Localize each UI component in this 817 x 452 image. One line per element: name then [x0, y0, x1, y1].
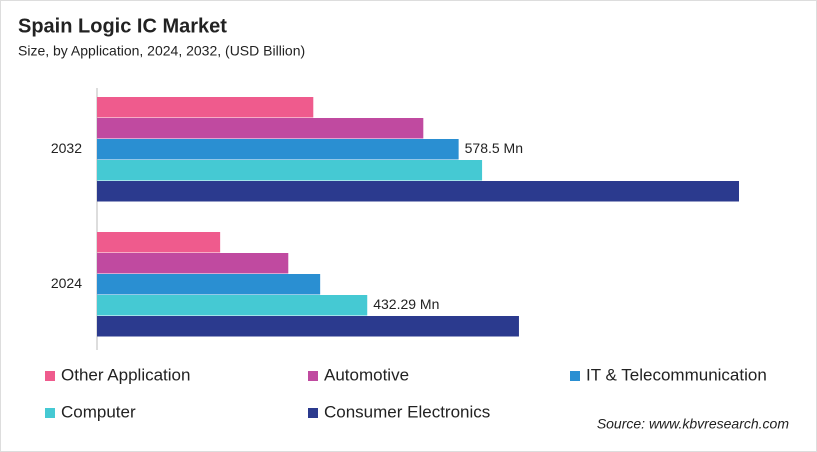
bar	[97, 253, 289, 274]
bar	[97, 295, 368, 316]
legend-label: Consumer Electronics	[324, 402, 490, 421]
legend-swatch	[308, 371, 318, 381]
data-label: 432.29 Mn	[373, 296, 439, 312]
legend-label: Other Application	[61, 365, 190, 384]
data-label: 578.5 Mn	[465, 140, 523, 156]
legend-swatch	[570, 371, 580, 381]
bar	[97, 118, 424, 139]
legend-label: Automotive	[324, 365, 409, 384]
legend-swatch	[45, 371, 55, 381]
y-tick-label: 2032	[51, 140, 82, 156]
bar	[97, 274, 321, 295]
bar	[97, 232, 221, 253]
bar	[97, 160, 483, 181]
bar	[97, 316, 519, 337]
bar	[97, 97, 314, 118]
source: Source: www.kbvresearch.com	[597, 416, 790, 432]
chart-title: Spain Logic IC Market	[18, 15, 227, 37]
chart-subtitle: Size, by Application, 2024, 2032, (USD B…	[18, 43, 305, 59]
bar	[97, 181, 739, 202]
legend-swatch	[45, 408, 55, 418]
legend-swatch	[308, 408, 318, 418]
bar	[97, 139, 459, 160]
y-tick-label: 2024	[51, 275, 82, 291]
legend-label: IT & Telecommunication	[586, 365, 767, 384]
legend-label: Computer	[61, 402, 136, 421]
